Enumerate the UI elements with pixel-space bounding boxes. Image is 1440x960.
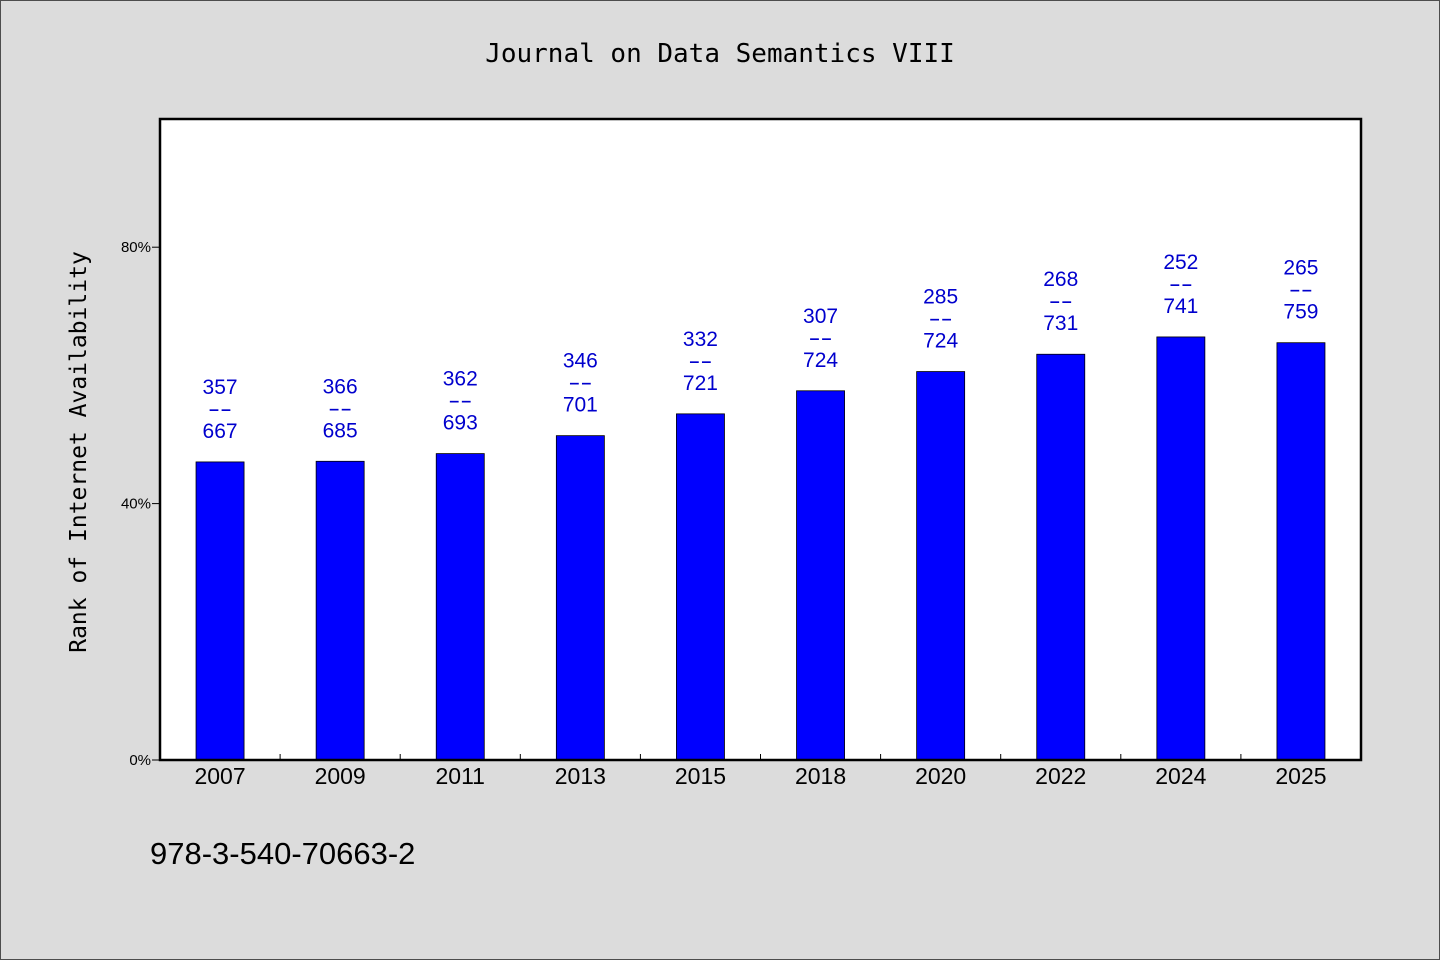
data-label-total: 741: [1163, 295, 1198, 318]
bar-series: [195, 336, 1326, 761]
bar-2025: [1276, 342, 1326, 761]
data-label-total: 701: [563, 394, 598, 417]
data-label-rank: 307: [803, 305, 838, 328]
data-labels: 357--667366--685362--693346--701332--721…: [203, 251, 1319, 443]
bar-2018: [796, 390, 845, 761]
isbn-text: 978-3-540-70663-2: [150, 836, 415, 871]
bar-2009: [315, 460, 365, 761]
y-axis: 0% 40% 80%: [121, 239, 160, 769]
x-tick-label: 2018: [795, 763, 846, 789]
chart-title: Journal on Data Semantics VIII: [485, 39, 955, 69]
y-tick-label: 40%: [121, 496, 151, 513]
data-label-total: 685: [323, 419, 358, 442]
data-label-separator: --: [1169, 273, 1193, 296]
bar-2020: [916, 371, 966, 761]
data-label-total: 731: [1043, 312, 1078, 335]
data-label-total: 759: [1283, 301, 1318, 324]
data-label-rank: 265: [1283, 257, 1318, 280]
x-tick-label: 2020: [915, 763, 966, 789]
data-label-separator: --: [448, 390, 472, 413]
x-tick-label: 2009: [315, 763, 366, 789]
bar-2011: [435, 453, 485, 761]
x-tick-label: 2007: [194, 763, 245, 789]
data-label-total: 724: [923, 330, 958, 353]
data-label-total: 693: [443, 412, 478, 435]
x-tick-label: 2011: [436, 763, 485, 789]
plot-frame: [158, 117, 1363, 762]
x-tick-label: 2015: [675, 763, 726, 789]
data-label-total: 667: [203, 420, 238, 443]
data-label-rank: 252: [1163, 251, 1198, 274]
data-label-rank: 346: [563, 350, 598, 373]
bar-2007: [195, 461, 245, 761]
data-label-separator: --: [328, 397, 352, 420]
data-label-total: 721: [683, 372, 718, 395]
data-label-separator: --: [1049, 290, 1073, 313]
bar-2015: [676, 413, 725, 761]
data-label-rank: 332: [683, 328, 718, 351]
data-label-separator: --: [688, 350, 712, 373]
data-label-separator: --: [929, 308, 953, 331]
data-label-rank: 285: [923, 286, 958, 309]
y-tick-label: 80%: [121, 239, 151, 256]
data-label-rank: 362: [443, 368, 478, 391]
x-axis: 2007 2009 2011 2013 2015 2018 2020 2022 2024 2025: [194, 754, 1327, 789]
x-tick-label: 2013: [555, 763, 606, 789]
data-label-separator: --: [1289, 279, 1313, 302]
data-label-separator: --: [208, 398, 232, 421]
y-axis-label: Rank of Internet Availability: [66, 251, 92, 653]
x-tick-label: 2022: [1035, 763, 1086, 789]
x-tick-label: 2024: [1155, 763, 1206, 789]
y-tick-label: 0%: [129, 752, 151, 769]
data-label-separator: --: [568, 372, 592, 395]
data-label-rank: 357: [203, 376, 238, 399]
bar-2022: [1036, 353, 1086, 761]
data-label-separator: --: [809, 327, 833, 350]
bar-2013: [555, 435, 605, 761]
data-label-rank: 268: [1043, 268, 1078, 291]
x-tick-label: 2025: [1275, 763, 1326, 789]
bar-2024: [1156, 336, 1206, 761]
data-label-total: 724: [803, 349, 838, 372]
data-label-rank: 366: [323, 375, 358, 398]
